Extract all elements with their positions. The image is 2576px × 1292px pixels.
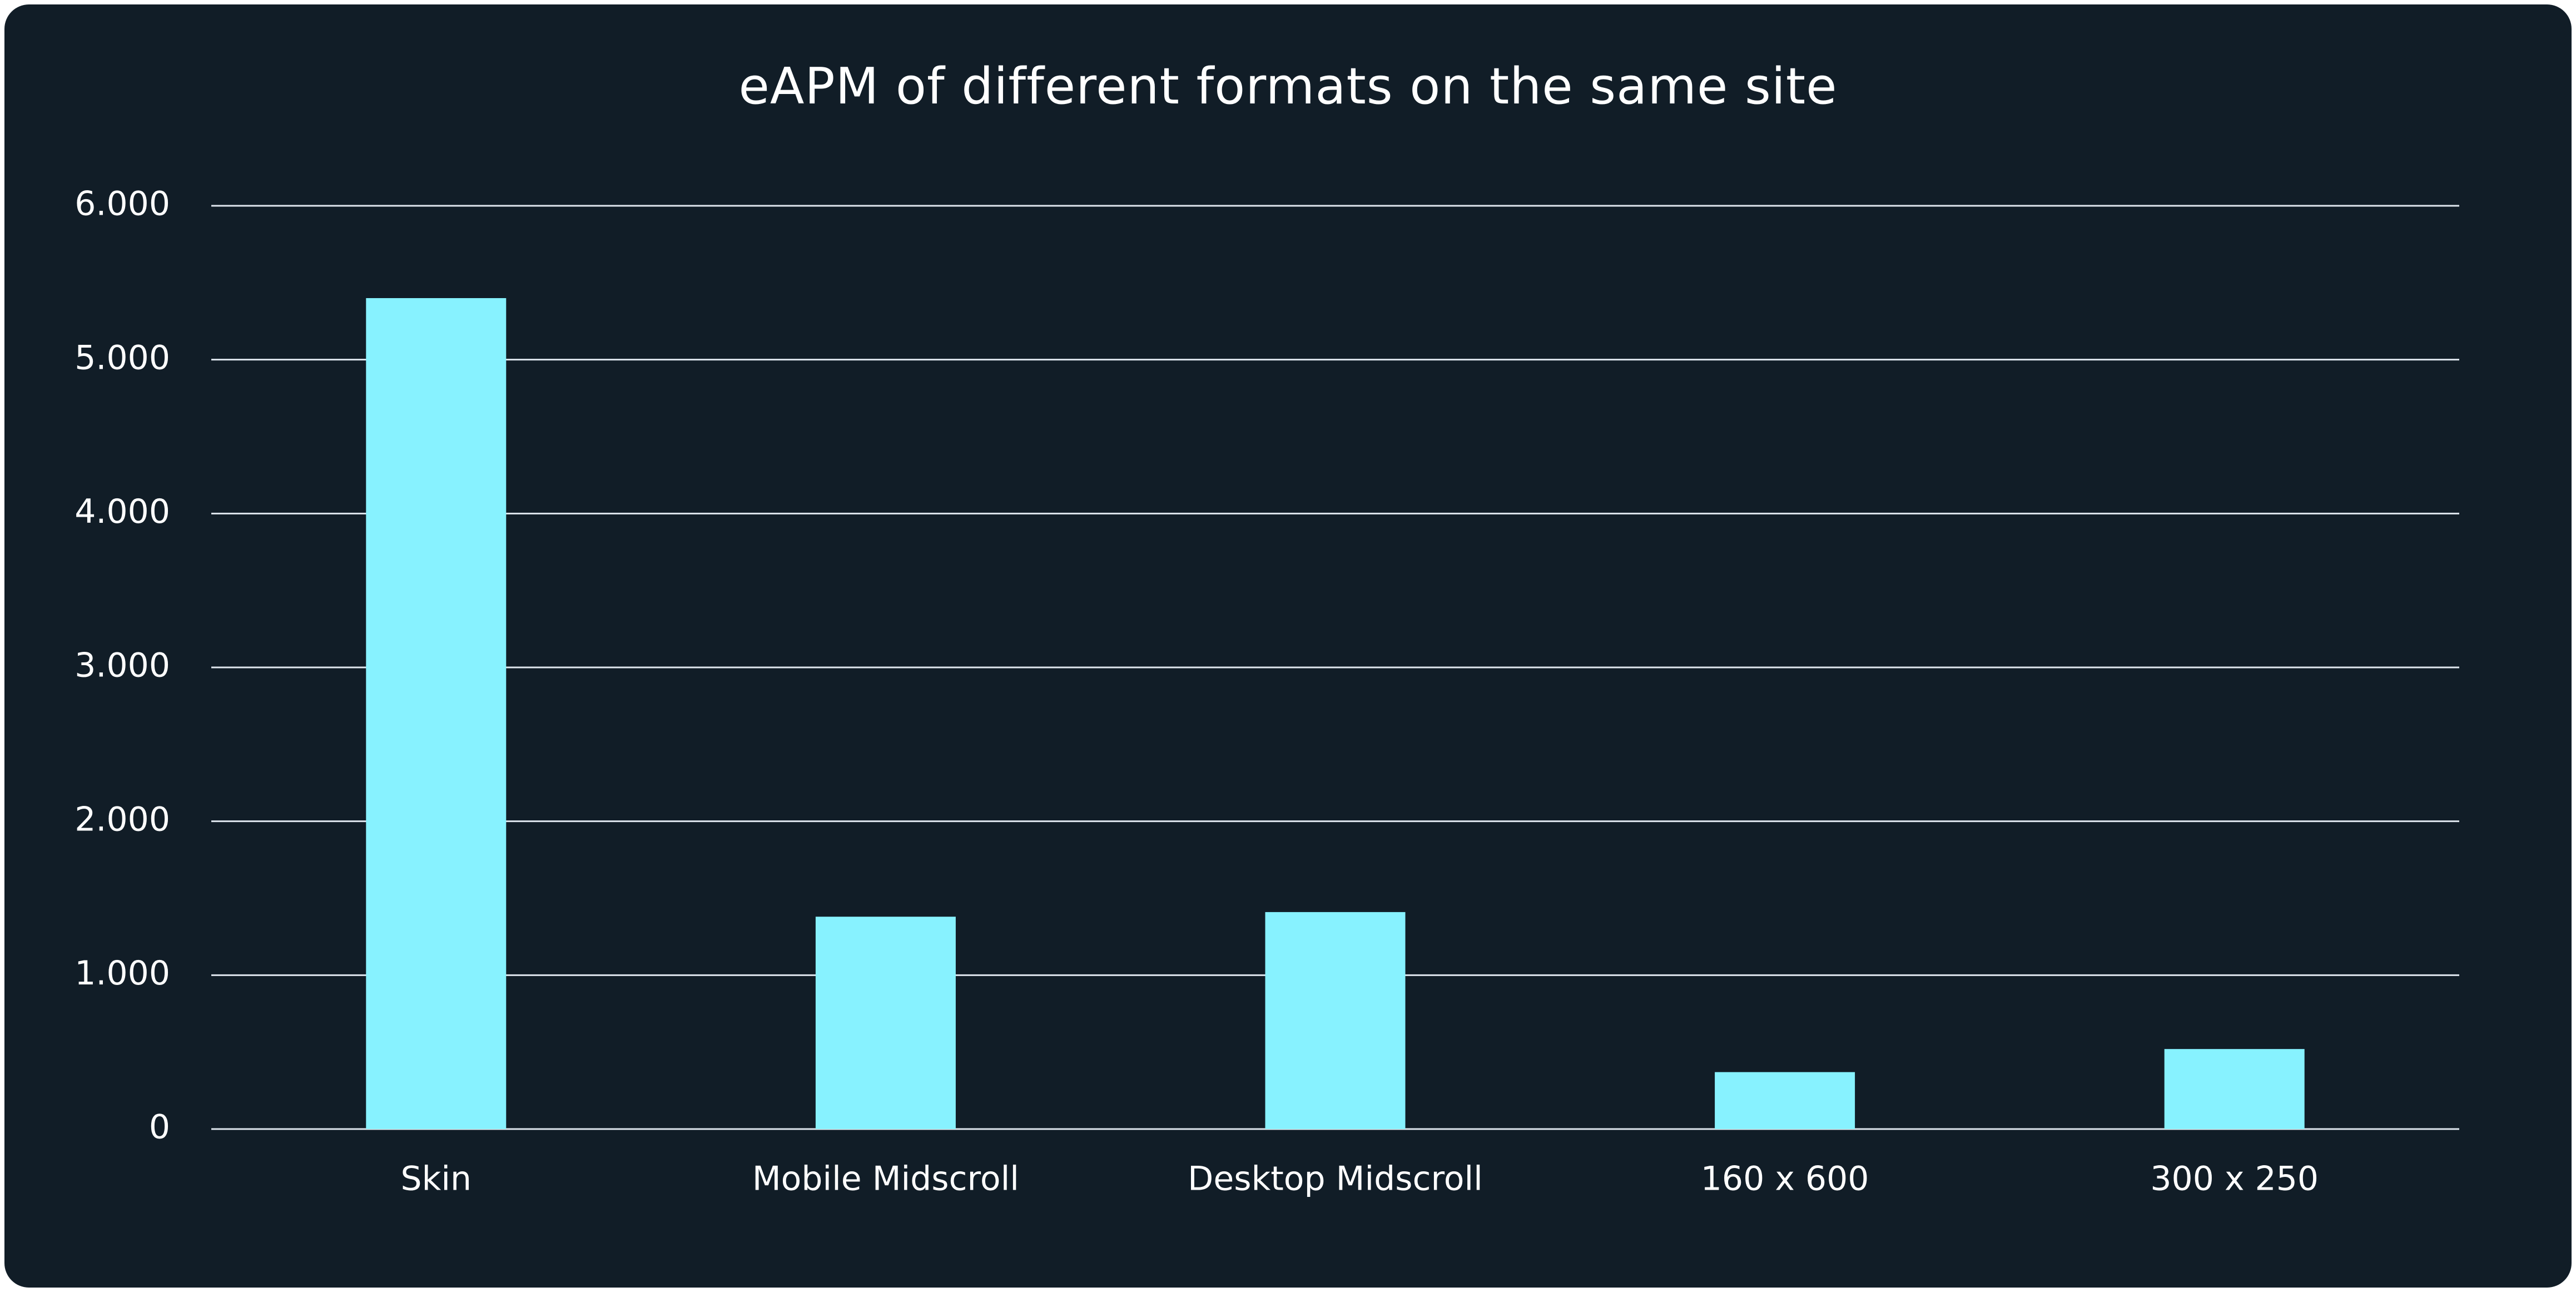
y-tick-label: 4.000 <box>75 492 170 531</box>
y-tick-label: 1.000 <box>75 954 170 993</box>
chart-card: eAPM of different formats on the same si… <box>4 4 2572 1288</box>
bar-mobile-midscroll <box>815 917 956 1129</box>
x-tick-label: 300 x 250 <box>2150 1160 2319 1199</box>
x-tick-label: Mobile Midscroll <box>752 1160 1019 1199</box>
bar-160-x-600 <box>1715 1072 1855 1129</box>
bar-skin <box>366 298 507 1129</box>
y-tick-label: 2.000 <box>75 800 170 839</box>
y-tick-label: 3.000 <box>75 646 170 685</box>
x-tick-label: Desktop Midscroll <box>1188 1160 1483 1199</box>
x-tick-label: 160 x 600 <box>1701 1160 1869 1199</box>
y-tick-label: 5.000 <box>75 338 170 377</box>
y-tick-label: 6.000 <box>75 185 170 224</box>
chart-title: eAPM of different formats on the same si… <box>738 57 1838 116</box>
bar-300-x-250 <box>2164 1049 2305 1129</box>
bar-desktop-midscroll <box>1265 912 1406 1129</box>
x-tick-label: Skin <box>401 1160 472 1199</box>
bar-chart: 0 1.000 2.000 3.000 4.000 5.000 6.000 Skin Mobil… <box>75 185 2459 1199</box>
y-tick-label: 0 <box>149 1108 170 1147</box>
